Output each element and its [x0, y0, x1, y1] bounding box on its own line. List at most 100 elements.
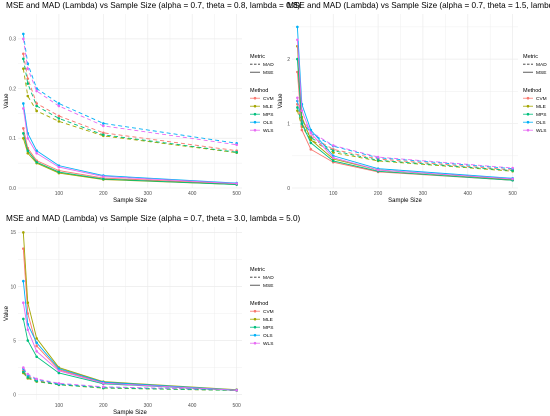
legend-method-dot — [526, 112, 530, 116]
legend-method-dot — [253, 96, 257, 100]
data-point — [57, 114, 61, 118]
gridlines — [292, 14, 518, 189]
data-point — [26, 94, 30, 98]
legend-method-dot — [253, 333, 257, 337]
legend-method-label: OLS — [536, 120, 546, 126]
y-axis-label: Value — [278, 93, 284, 109]
data-point — [22, 127, 25, 130]
data-point — [102, 122, 105, 125]
data-point — [57, 367, 61, 370]
x-tick-label: 400 — [188, 403, 197, 409]
legend-method-dot — [526, 104, 530, 108]
x-tick-label: 200 — [99, 191, 108, 197]
data-point — [22, 102, 25, 105]
legend: Metric MAD MSE Method CVM MLE MPS OLS WLS — [250, 267, 274, 347]
data-point — [35, 104, 38, 108]
data-point — [35, 151, 38, 155]
y-axis-label: Value — [4, 93, 10, 109]
legend-method-dot — [253, 317, 257, 321]
data-point — [511, 166, 514, 170]
data-point — [331, 149, 335, 152]
data-point — [57, 369, 61, 373]
legend-metric-label: MAD — [536, 62, 547, 68]
data-point — [102, 177, 105, 181]
x-tick-label: 500 — [232, 191, 241, 197]
y-tick-label: 0 — [13, 392, 16, 398]
legend-method-dot — [253, 128, 257, 132]
legend-method-title: Method — [250, 88, 268, 94]
series-group — [22, 231, 238, 392]
data-point — [22, 67, 25, 70]
legend-method-dot — [253, 112, 257, 116]
data-point — [26, 372, 30, 376]
data-point — [35, 102, 38, 105]
legend-method-label: OLS — [263, 333, 273, 339]
data-point — [511, 177, 514, 181]
data-point — [26, 136, 30, 140]
legend-method-label: CVM — [536, 96, 547, 102]
legend-method-dot — [526, 128, 530, 132]
data-point — [22, 107, 25, 110]
data-point — [26, 328, 30, 332]
y-tick-label: 5 — [13, 338, 16, 344]
data-point — [57, 120, 61, 123]
data-point — [235, 143, 238, 147]
data-point — [300, 128, 304, 132]
y-tick-label: 0.0 — [9, 186, 16, 192]
data-point — [35, 344, 38, 348]
data-point — [57, 104, 61, 108]
data-point — [331, 151, 335, 154]
series-line-cvm-mse — [296, 71, 513, 181]
chart-title: MSE and MAD (Lambda) vs Sample Size (alp… — [6, 1, 300, 10]
series-line-ols-mse — [22, 103, 237, 184]
data-point — [102, 133, 105, 137]
data-point — [35, 341, 38, 344]
legend-method-label: WLS — [263, 128, 273, 134]
data-point — [235, 388, 238, 392]
legend-metric-label: MAD — [263, 62, 274, 68]
x-tick-label: 400 — [188, 191, 197, 197]
series-group — [296, 25, 514, 182]
y-tick-label: 10 — [10, 284, 16, 290]
data-point — [309, 148, 313, 151]
legend-metric-title: Metric — [250, 54, 265, 60]
legend-metric-label: MSE — [263, 283, 273, 289]
data-point — [57, 371, 61, 375]
y-tick-label: 0.2 — [9, 86, 16, 92]
x-tick-label: 200 — [374, 191, 383, 197]
data-point — [309, 138, 313, 141]
legend-method-label: MLE — [263, 104, 273, 110]
x-tick-label: 300 — [419, 191, 428, 197]
data-point — [296, 96, 299, 100]
data-point — [376, 168, 380, 172]
data-point — [102, 381, 105, 385]
data-point — [511, 169, 514, 172]
legend-metric-label: MSE — [263, 70, 273, 76]
data-point — [22, 366, 25, 369]
data-point — [26, 339, 30, 342]
data-point — [35, 377, 38, 381]
legend-method-label: MPS — [536, 112, 546, 118]
chart-1: MSE and MAD (Lambda) vs Sample Size (alp… — [4, 1, 300, 204]
legend-method-title: Method — [523, 88, 541, 94]
x-tick-label: 100 — [329, 191, 338, 197]
data-point — [296, 25, 299, 29]
legend-method-label: OLS — [263, 120, 273, 126]
data-point — [102, 131, 105, 135]
series-line-ols-mad — [22, 33, 237, 144]
data-point — [300, 109, 304, 112]
data-point — [296, 57, 299, 61]
x-tick-label: 400 — [464, 191, 473, 197]
legend-method-dot — [253, 309, 257, 313]
data-point — [331, 156, 335, 160]
data-point — [309, 131, 313, 135]
data-point — [22, 370, 25, 374]
data-point — [376, 155, 380, 159]
data-point — [22, 52, 25, 56]
data-point — [22, 37, 25, 41]
data-point — [22, 132, 25, 135]
series-line-ols-mse — [296, 26, 513, 179]
legend-method-label: WLS — [263, 341, 273, 347]
y-tick-label: 0.3 — [9, 37, 16, 43]
series-line-mle-mad — [22, 68, 237, 154]
